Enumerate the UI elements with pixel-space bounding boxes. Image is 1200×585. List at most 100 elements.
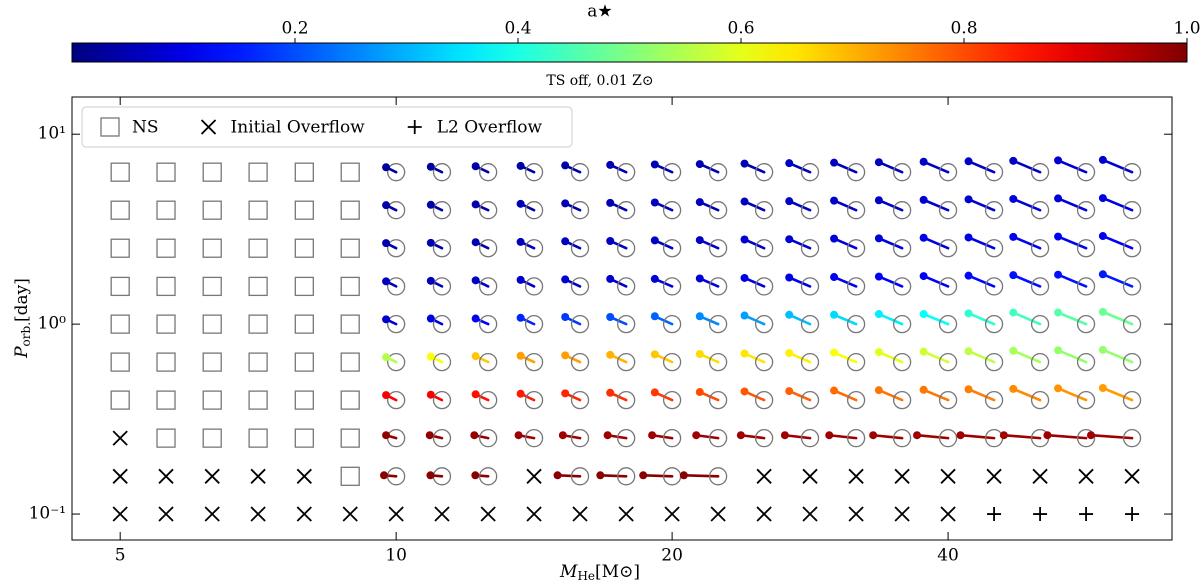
outcome-marker [248, 238, 268, 258]
he-star-initial [800, 201, 820, 220]
bh-track [1011, 159, 1042, 174]
colorbar-tick-label: 1.0 [1173, 19, 1200, 39]
outcome-marker [294, 162, 314, 182]
outcome-marker [156, 162, 176, 182]
bh-final [869, 431, 878, 440]
x-tick-label: 10 [385, 546, 407, 566]
bh-final [1098, 232, 1107, 241]
he-star-initial [754, 239, 774, 258]
outcome-marker [848, 506, 864, 522]
he-star-initial [570, 239, 590, 258]
outcome-marker [340, 238, 360, 258]
he-star-initial [800, 352, 820, 372]
he-star-initial [846, 239, 866, 258]
bh-final [606, 198, 615, 207]
outcome-marker [480, 506, 496, 522]
bh-track [877, 275, 904, 288]
bh-final [606, 350, 615, 359]
outcome-marker [156, 352, 176, 372]
legend-marker [200, 119, 217, 135]
he-star-initial [846, 163, 866, 182]
bh-final [426, 200, 435, 209]
he-star-initial [617, 239, 636, 258]
bh-final [740, 387, 749, 396]
bh-track [922, 350, 950, 364]
he-star-initial [1030, 390, 1050, 410]
he-star-initial [708, 467, 728, 486]
y-axis-label: Porb.[day] [12, 278, 33, 359]
he-star-initial [570, 352, 590, 372]
outcome-marker [204, 468, 220, 484]
he-star-initial [617, 201, 636, 220]
bh-final [874, 234, 883, 243]
he-star-initial [617, 352, 636, 372]
he-star-initial [386, 239, 406, 258]
outcome-marker [156, 314, 176, 334]
bh-final [919, 385, 928, 394]
bh-final [470, 431, 479, 440]
bh-final [830, 196, 839, 205]
he-star-initial [662, 314, 682, 334]
bh-final [1009, 384, 1018, 393]
he-star-initial [570, 467, 590, 486]
he-star-initial [708, 163, 728, 182]
outcome-marker [110, 162, 130, 182]
outcome-marker [526, 506, 542, 522]
bh-track [871, 433, 904, 440]
x-label-sub: He [577, 569, 595, 583]
outcome-marker [340, 200, 360, 220]
bh-final [1009, 346, 1018, 355]
outcome-marker [848, 468, 864, 484]
bh-track [1056, 311, 1088, 326]
bh-final [919, 157, 928, 166]
bh-final [516, 389, 525, 398]
bh-final [639, 471, 648, 480]
outcome-marker [110, 238, 130, 258]
bh-final [516, 313, 525, 322]
bh-track [1101, 386, 1134, 402]
he-star-initial [386, 314, 406, 334]
bh-track [1101, 310, 1134, 326]
he-star-initial [524, 390, 544, 410]
he-star-initial [524, 163, 544, 182]
bh-final [471, 238, 480, 247]
outcome-marker [156, 238, 176, 258]
bh-final [1086, 431, 1095, 440]
he-star-initial [479, 239, 498, 258]
he-star-initial [892, 239, 912, 258]
outcome-marker [342, 506, 358, 522]
he-star-initial [662, 352, 682, 372]
bh-final [561, 275, 570, 284]
outcome-marker [202, 238, 222, 258]
outcome-marker [618, 506, 634, 522]
bh-final [471, 162, 480, 171]
bh-final [919, 272, 928, 281]
bh-final [874, 158, 883, 167]
bh-final [913, 431, 922, 440]
outcome-marker [1033, 507, 1048, 522]
colorbar-label: a★ [587, 2, 612, 22]
bh-track [1101, 348, 1134, 364]
bh-final [1054, 346, 1063, 355]
he-star-initial [892, 428, 912, 448]
bh-track [922, 274, 950, 288]
he-star-initial [524, 352, 544, 372]
outcome-marker [340, 314, 360, 334]
he-star-initial [524, 239, 544, 258]
outcome-marker [156, 276, 176, 297]
he-star-initial [708, 277, 728, 296]
bh-final [514, 431, 523, 440]
bh-track [967, 160, 996, 174]
he-star-initial [479, 428, 498, 448]
outcome-marker [294, 352, 314, 372]
outcome-marker [756, 468, 772, 484]
he-star-initial [479, 467, 498, 486]
bh-track [1011, 311, 1042, 326]
outcome-marker [296, 468, 312, 484]
he-star-initial [524, 277, 544, 296]
outcome-marker [202, 276, 222, 297]
bh-track [967, 312, 996, 326]
outcome-marker [894, 506, 910, 522]
bh-final [650, 198, 659, 207]
he-star-initial [1030, 314, 1050, 334]
